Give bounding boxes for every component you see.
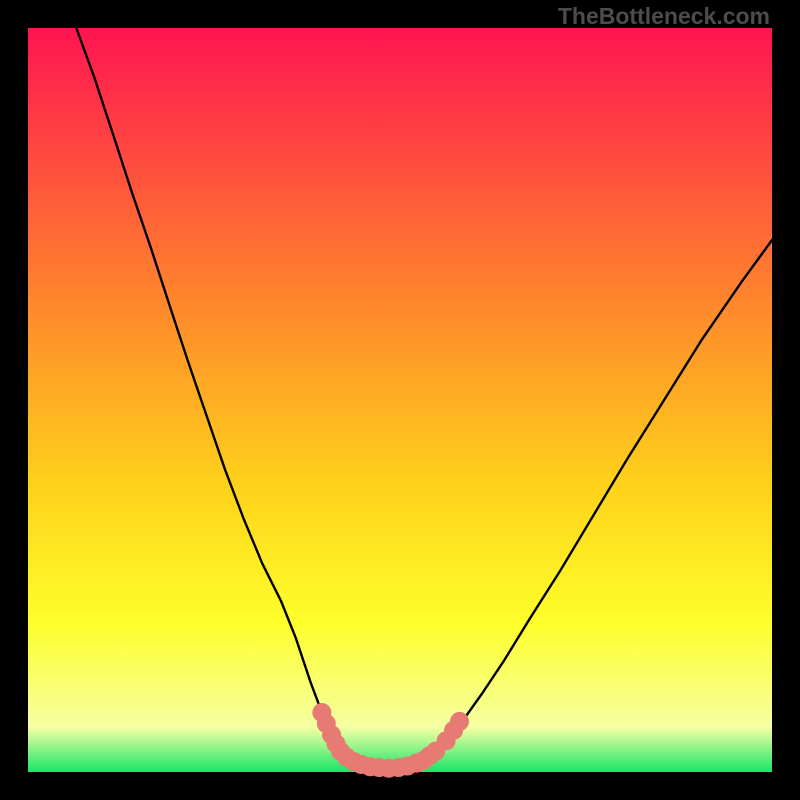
chart-wrapper: TheBottleneck.com	[0, 0, 800, 800]
watermark-text: TheBottleneck.com	[558, 3, 770, 30]
plot-gradient-background	[28, 28, 772, 772]
